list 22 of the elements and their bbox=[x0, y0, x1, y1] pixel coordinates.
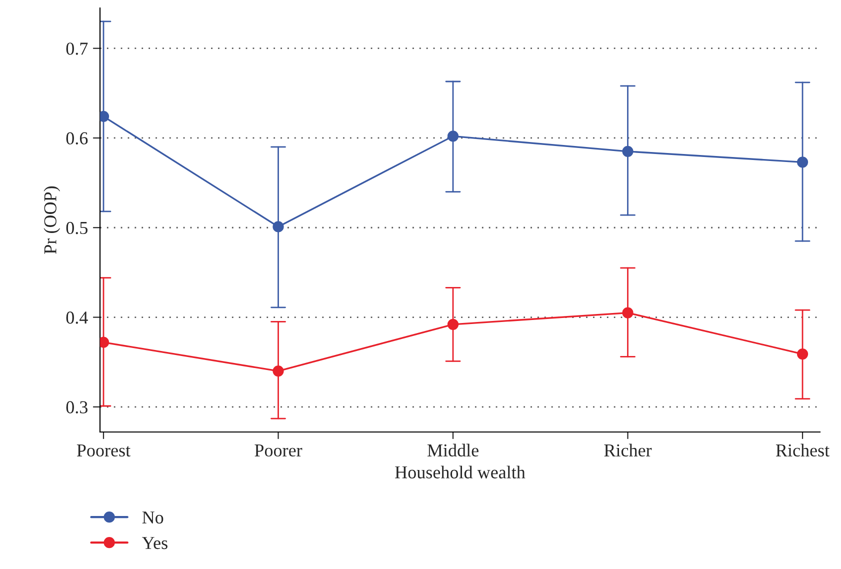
point bbox=[447, 130, 459, 142]
point bbox=[447, 318, 459, 330]
x-tick-label: Poorest bbox=[76, 444, 130, 457]
point bbox=[622, 146, 634, 157]
x-tick-label: Poorer bbox=[254, 444, 302, 457]
y-tick-label: 0.4 bbox=[66, 312, 88, 324]
y-tick-label: 0.3 bbox=[66, 401, 88, 414]
point bbox=[796, 156, 808, 168]
point bbox=[796, 348, 808, 360]
legend-label: No bbox=[142, 512, 164, 524]
legend-label: Yes bbox=[142, 537, 168, 550]
point bbox=[272, 221, 284, 232]
y-axis-title: Pr (OOP) bbox=[44, 186, 60, 254]
x-tick-label: Richer bbox=[604, 444, 652, 457]
x-axis-title: Household wealth bbox=[395, 466, 526, 478]
y-tick-label: 0.7 bbox=[66, 42, 88, 55]
y-tick-label: 0.6 bbox=[66, 132, 88, 144]
point bbox=[272, 365, 284, 377]
y-tick-label: 0.5 bbox=[66, 222, 88, 234]
point bbox=[622, 307, 634, 318]
x-tick-label: Middle bbox=[427, 444, 478, 457]
x-tick-label: Richest bbox=[776, 444, 830, 457]
